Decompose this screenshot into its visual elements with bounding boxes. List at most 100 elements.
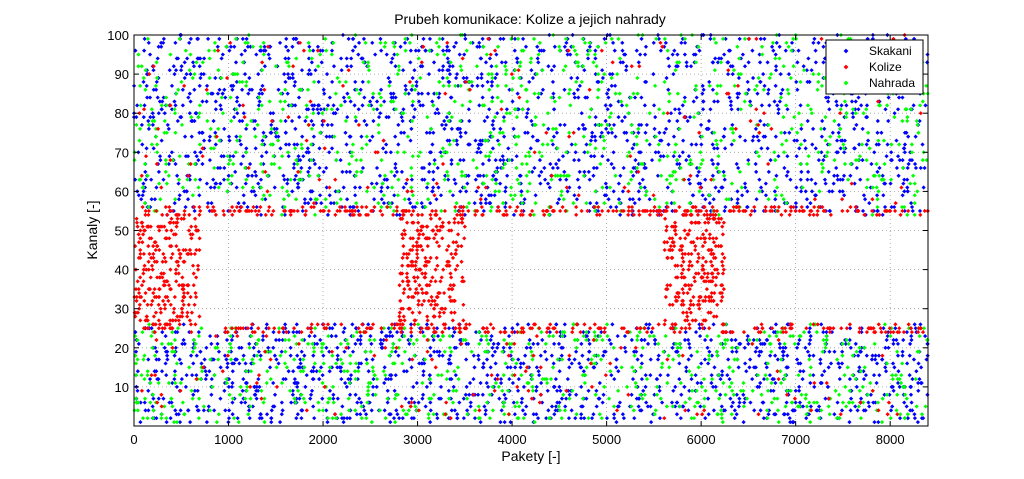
data-point	[679, 326, 684, 331]
data-point	[269, 416, 274, 421]
data-point	[476, 357, 481, 362]
data-point	[902, 384, 907, 389]
data-point	[740, 193, 745, 198]
data-point	[370, 40, 375, 45]
data-point	[139, 122, 144, 128]
data-point	[254, 341, 260, 346]
data-point	[233, 169, 238, 174]
data-point	[358, 333, 363, 339]
data-point	[632, 142, 637, 147]
data-point	[439, 154, 444, 159]
data-point	[767, 373, 773, 378]
data-point	[342, 326, 347, 331]
data-point	[679, 40, 684, 45]
data-point	[727, 48, 733, 53]
data-point	[636, 208, 642, 214]
data-point	[274, 357, 279, 362]
data-point	[382, 99, 387, 104]
data-point	[505, 173, 510, 178]
data-point	[786, 91, 791, 96]
data-point	[455, 365, 461, 370]
data-point	[286, 369, 291, 374]
data-point	[344, 337, 349, 343]
data-point	[748, 400, 753, 405]
data-point	[295, 181, 301, 186]
data-point	[166, 126, 171, 131]
data-point	[620, 60, 626, 65]
data-point	[495, 165, 500, 171]
data-point	[758, 185, 764, 190]
data-point	[719, 412, 724, 417]
data-point	[559, 353, 564, 358]
data-point	[366, 64, 371, 69]
data-point	[139, 64, 144, 69]
data-point	[362, 118, 367, 124]
data-point	[147, 52, 153, 57]
data-point	[488, 208, 493, 214]
data-point	[427, 130, 432, 135]
data-point	[908, 392, 914, 397]
data-point	[731, 68, 737, 73]
data-point	[249, 333, 254, 339]
data-point	[588, 201, 593, 206]
data-point	[343, 130, 348, 135]
data-point	[638, 365, 643, 370]
data-point	[687, 201, 692, 206]
data-point	[334, 158, 339, 163]
data-point	[179, 79, 184, 85]
data-point	[203, 376, 208, 382]
data-point	[546, 64, 551, 69]
data-point	[656, 341, 661, 346]
data-point	[741, 404, 747, 409]
data-point	[280, 107, 285, 112]
data-point	[172, 72, 177, 77]
data-point	[805, 349, 810, 354]
data-point	[165, 353, 170, 358]
data-point	[486, 72, 491, 77]
data-point	[899, 373, 904, 378]
data-point	[865, 392, 870, 397]
data-point	[409, 126, 414, 131]
data-point	[768, 72, 774, 77]
data-point	[359, 134, 364, 139]
data-point	[664, 75, 669, 81]
data-point	[782, 150, 787, 155]
data-point	[373, 52, 378, 57]
data-point	[835, 173, 840, 178]
data-point	[765, 376, 770, 382]
data-point	[808, 365, 813, 370]
data-point	[728, 396, 733, 401]
data-point	[141, 79, 146, 85]
data-point	[804, 416, 809, 421]
data-point	[769, 349, 774, 354]
data-point	[870, 353, 875, 358]
data-point	[300, 337, 305, 343]
data-point	[672, 107, 678, 112]
data-point	[501, 400, 506, 405]
data-point	[398, 44, 403, 49]
data-point	[253, 173, 259, 178]
data-point	[271, 154, 276, 159]
data-point	[183, 204, 188, 210]
data-point	[842, 161, 848, 167]
data-point	[393, 165, 398, 171]
data-point	[557, 384, 562, 389]
data-point	[529, 349, 534, 354]
data-point	[792, 408, 797, 413]
data-point	[366, 60, 371, 65]
data-point	[690, 193, 695, 198]
data-point	[225, 154, 230, 159]
data-point	[608, 369, 613, 374]
data-point	[455, 416, 460, 421]
data-point	[271, 208, 276, 214]
data-point	[581, 173, 587, 178]
data-point	[185, 154, 191, 159]
data-point	[134, 373, 139, 378]
data-point	[480, 138, 485, 143]
data-point	[861, 400, 866, 405]
data-point	[227, 138, 232, 143]
data-point	[603, 103, 608, 108]
data-point	[532, 322, 538, 327]
data-point	[489, 204, 494, 210]
data-point	[260, 83, 265, 88]
